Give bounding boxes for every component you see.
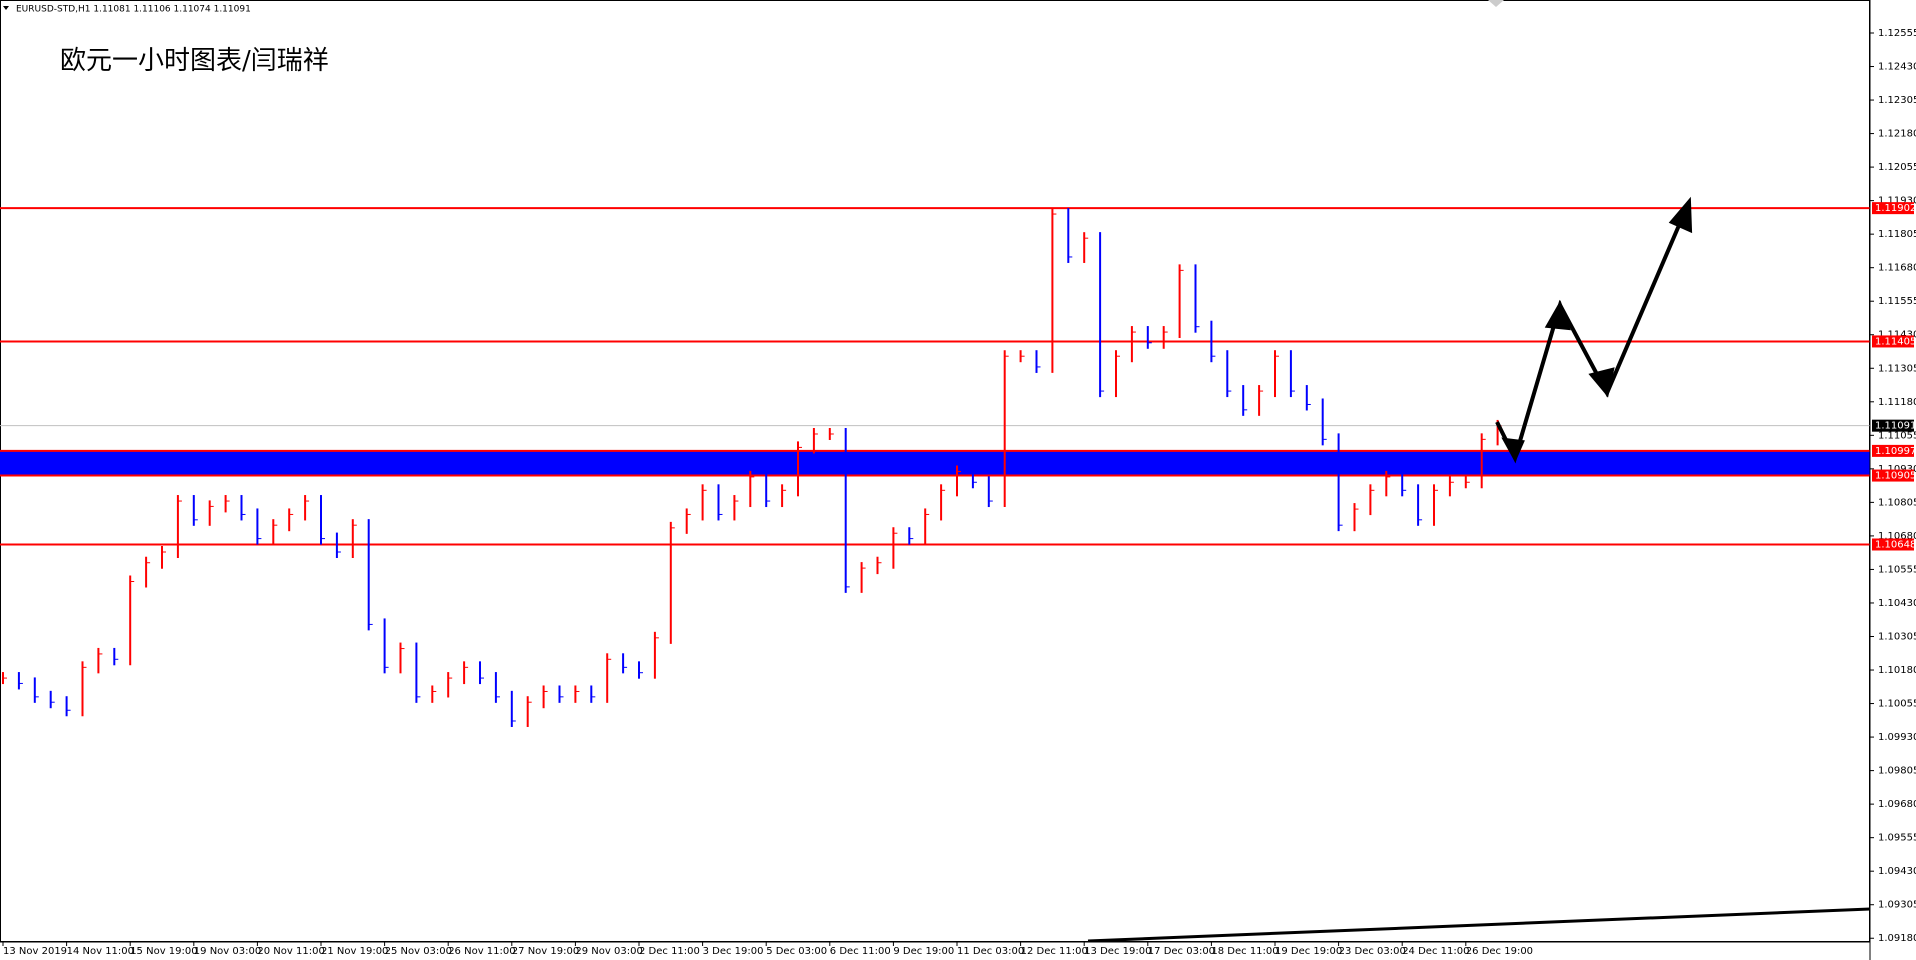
y-tick-label: 1.10555 (1878, 564, 1916, 575)
y-tick-label: 1.11805 (1878, 229, 1916, 240)
arrow-head (1588, 367, 1615, 398)
y-tick-label: 1.11430 (1878, 330, 1916, 341)
forecast-arrows (1087, 196, 1871, 943)
x-tick-label: 12 Dec 11:00 (1021, 946, 1088, 957)
y-tick-label: 1.12180 (1878, 129, 1916, 140)
x-tick-label: 13 Nov 2019 (3, 946, 67, 957)
x-tick-label: 23 Dec 03:00 (1339, 946, 1406, 957)
dropdown-icon (3, 6, 9, 10)
x-tick-label: 6 Dec 11:00 (830, 946, 891, 957)
x-tick-label: 27 Nov 19:00 (512, 946, 579, 957)
y-tick-label: 1.11055 (1878, 430, 1916, 441)
y-tick-label: 1.11555 (1878, 296, 1916, 307)
bars-layer (2, 208, 1502, 727)
arrow-head (1668, 196, 1693, 234)
x-tick-label: 26 Dec 19:00 (1466, 946, 1533, 957)
y-tick-label: 1.09430 (1878, 866, 1916, 877)
x-tick-label: 3 Dec 19:00 (703, 946, 764, 957)
price-tag-label: 1.10648 (1875, 539, 1916, 550)
y-tick-label: 1.09930 (1878, 732, 1916, 743)
y-tick-label: 1.11305 (1878, 363, 1916, 374)
y-tick-label: 1.11680 (1878, 263, 1916, 274)
price-tag (1872, 469, 1914, 482)
x-tick-label: 17 Dec 03:00 (1148, 946, 1215, 957)
marker (1488, 0, 1504, 7)
x-tick-label: 25 Nov 03:00 (385, 946, 452, 957)
price-tag (1872, 444, 1914, 457)
y-tick-label: 1.11180 (1878, 397, 1916, 408)
x-tick-label: 11 Dec 03:00 (957, 946, 1024, 957)
y-tick-label: 1.10930 (1878, 464, 1916, 475)
x-tick-label: 19 Dec 19:00 (1275, 946, 1342, 957)
price-tag-label: 1.11405 (1875, 336, 1916, 347)
x-tick-label: 13 Dec 19:00 (1084, 946, 1151, 957)
y-tick-label: 1.12430 (1878, 62, 1916, 73)
chart-title: 欧元一小时图表/闫瑞祥 (60, 46, 329, 76)
x-tick-label: 14 Nov 11:00 (67, 946, 134, 957)
arrow-head (1501, 437, 1525, 463)
x-tick-label: 26 Nov 11:00 (448, 946, 515, 957)
y-tick-label: 1.12055 (1878, 162, 1916, 173)
x-tick-label: 9 Dec 19:00 (893, 946, 954, 957)
y-tick-label: 1.10305 (1878, 631, 1916, 642)
y-tick-label: 1.10680 (1878, 531, 1916, 542)
y-tick-label: 1.09180 (1878, 933, 1916, 944)
zone-band (0, 450, 1870, 476)
arrow-head (1544, 300, 1571, 331)
forecast-path (1495, 201, 1691, 464)
trend-line (1087, 907, 1871, 943)
x-tick-label: 20 Nov 11:00 (257, 946, 324, 957)
symbol-info: EURUSD-STD,H1 1.11081 1.11106 1.11074 1.… (16, 5, 251, 15)
zone-layer (0, 207, 1870, 546)
y-tick-label: 1.09805 (1878, 766, 1916, 777)
x-tick-label: 19 Nov 03:00 (194, 946, 261, 957)
x-tick-label: 29 Nov 03:00 (575, 946, 642, 957)
y-tick-label: 1.10180 (1878, 665, 1916, 676)
y-tick-label: 1.09555 (1878, 833, 1916, 844)
y-tick-label: 1.10430 (1878, 598, 1916, 609)
x-tick-label: 2 Dec 11:00 (639, 946, 700, 957)
price-tag (1872, 538, 1914, 551)
y-tick-label: 1.10805 (1878, 497, 1916, 508)
y-tick-label: 1.12555 (1878, 28, 1916, 39)
x-tick-label: 24 Dec 11:00 (1402, 946, 1469, 957)
price-tag (1872, 335, 1914, 348)
x-tick-label: 5 Dec 03:00 (766, 946, 827, 957)
y-tick-label: 1.09305 (1878, 900, 1916, 911)
price-tag (1872, 419, 1914, 432)
y-tick-label: 1.09680 (1878, 799, 1916, 810)
price-tag-label: 1.10997 (1875, 446, 1916, 457)
price-tag-label: 1.10905 (1875, 471, 1916, 482)
price-tag-label: 1.11091 (1875, 421, 1916, 432)
x-tick-label: 21 Nov 19:00 (321, 946, 388, 957)
price-tag-label: 1.11902 (1875, 203, 1916, 214)
x-tick-label: 15 Nov 19:00 (130, 946, 197, 957)
price-tag (1872, 202, 1914, 215)
y-tick-label: 1.10055 (1878, 699, 1916, 710)
y-tick-label: 1.11930 (1878, 196, 1916, 207)
x-tick-label: 18 Dec 11:00 (1211, 946, 1278, 957)
y-tick-label: 1.12305 (1878, 95, 1916, 106)
